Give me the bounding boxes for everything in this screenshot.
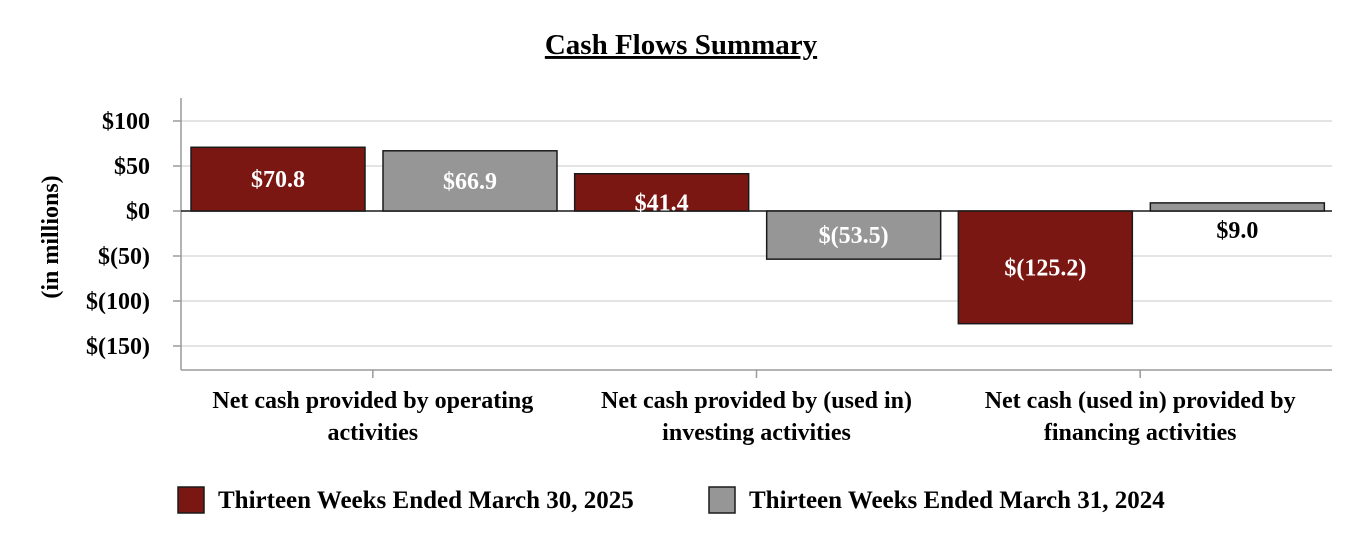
y-tick-label: $0 <box>126 199 150 225</box>
y-axis-label: (in millions) <box>38 175 64 298</box>
legend: Thirteen Weeks Ended March 30, 2025 Thirt… <box>177 486 1165 514</box>
data-label-s2-c3: $9.0 <box>1216 218 1258 244</box>
x-category-label: Net cash provided by operating <box>212 388 533 414</box>
legend-swatch-2 <box>708 486 736 514</box>
y-tick-label: $(150) <box>86 334 150 360</box>
y-tick-label: $(100) <box>86 289 150 315</box>
axes <box>173 98 1332 378</box>
x-category-labels: Net cash provided by operating activities… <box>212 388 1295 446</box>
bar-s2-c2 <box>765 210 942 260</box>
bar-s1-c3 <box>957 210 1134 325</box>
data-label-s1-c2: $41.4 <box>635 190 689 216</box>
bars <box>190 146 1326 325</box>
x-category-label: activities <box>328 420 419 446</box>
legend-label-2: Thirteen Weeks Ended March 31, 2024 <box>749 487 1165 514</box>
bar-s2-c3 <box>1149 202 1326 212</box>
x-category-label: investing activities <box>662 420 851 446</box>
x-category-label: Net cash provided by (used in) <box>601 388 912 414</box>
legend-swatch-1 <box>177 486 205 514</box>
bar-s1-c2 <box>573 172 750 212</box>
legend-label-1: Thirteen Weeks Ended March 30, 2025 <box>218 487 634 514</box>
y-tick-label: $100 <box>102 109 150 135</box>
data-label-s2-c1: $66.9 <box>443 169 497 195</box>
y-tick-label: $50 <box>114 154 150 180</box>
y-tick-labels: $100 $50 $0 $(50) $(100) $(150) <box>86 109 150 360</box>
data-label-s2-c2: $(53.5) <box>819 223 889 249</box>
data-labels: $70.8 $41.4 $(125.2) $66.9 $(53.5) $9.0 <box>251 167 1258 281</box>
data-label-s1-c1: $70.8 <box>251 167 305 193</box>
x-category-label: Net cash (used in) provided by <box>985 388 1296 414</box>
grid-lines <box>181 120 1332 347</box>
bar-s2-c1 <box>382 150 558 212</box>
x-category-label: financing activities <box>1044 420 1237 446</box>
bar-s1-c1 <box>190 146 366 212</box>
y-tick-label: $(50) <box>98 244 150 270</box>
data-label-s1-c3: $(125.2) <box>1004 255 1086 281</box>
chart-title: Cash Flows Summary <box>545 29 818 61</box>
